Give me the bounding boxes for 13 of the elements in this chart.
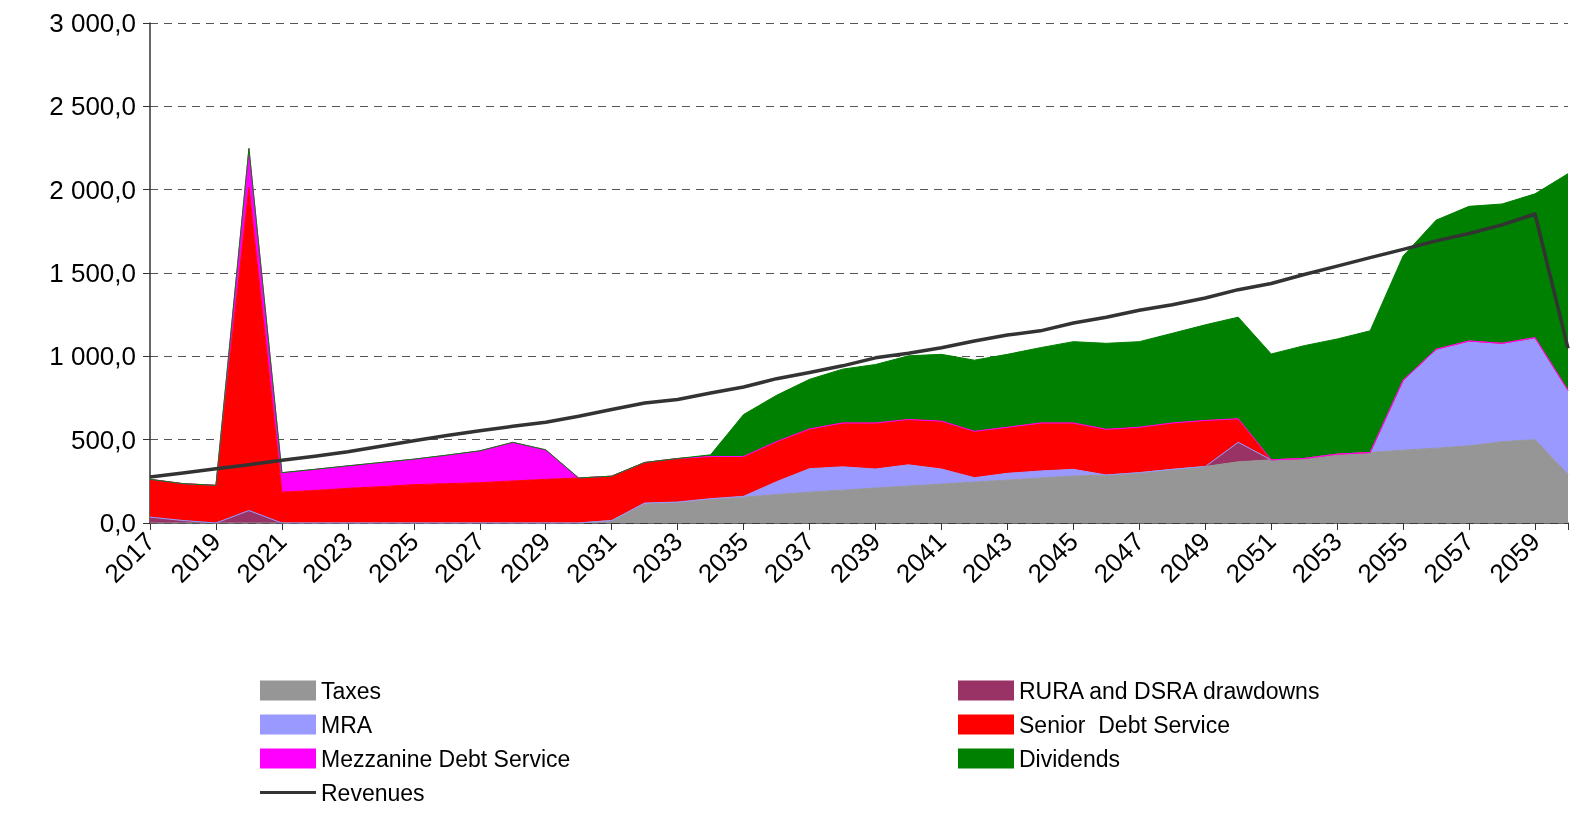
legend-label: RURA and DSRA drawdowns	[1019, 677, 1320, 704]
y-tick-label: 500,0	[70, 424, 136, 455]
legend-label: Dividends	[1019, 745, 1120, 772]
legend-label: MRA	[321, 711, 373, 738]
legend-label: Mezzanine Debt Service	[321, 745, 571, 772]
y-tick-label: 3 000,0	[49, 8, 136, 38]
legend-label: Revenues	[321, 779, 425, 806]
y-tick-label: 1 000,0	[49, 341, 136, 372]
y-tick-label: 1 500,0	[49, 258, 136, 288]
legend-label: Senior Debt Service	[1019, 711, 1230, 738]
y-tick-label: 2 000,0	[49, 174, 136, 205]
legend-label: Taxes	[321, 677, 382, 704]
y-tick-label: 2 500,0	[49, 91, 136, 122]
